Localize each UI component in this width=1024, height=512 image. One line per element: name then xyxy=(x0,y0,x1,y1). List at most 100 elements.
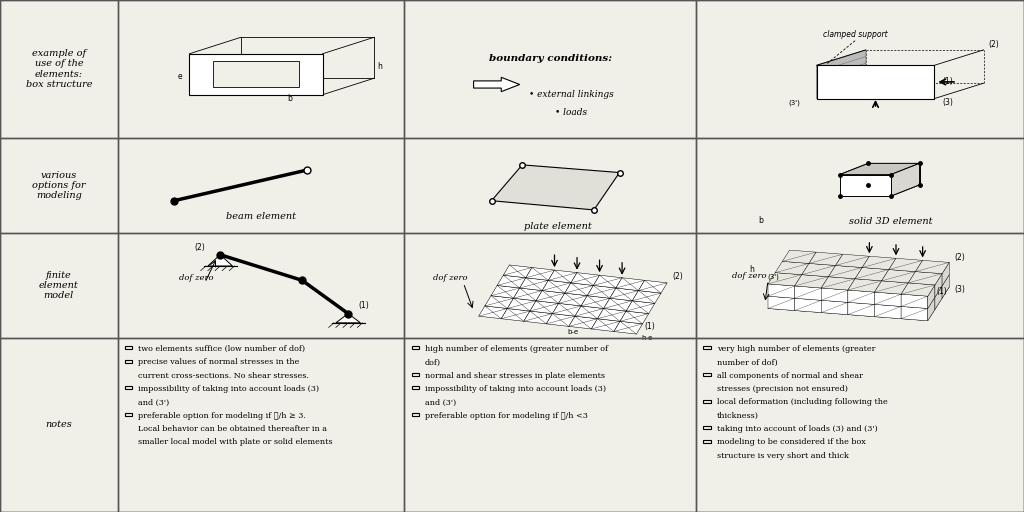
Polygon shape xyxy=(848,290,874,304)
Polygon shape xyxy=(928,297,935,321)
Polygon shape xyxy=(498,275,526,288)
Polygon shape xyxy=(627,301,655,313)
Text: (3'): (3') xyxy=(767,274,779,280)
Text: and (3'): and (3') xyxy=(138,398,170,407)
Polygon shape xyxy=(575,306,604,318)
Polygon shape xyxy=(594,275,623,288)
Polygon shape xyxy=(928,285,935,308)
Text: (2): (2) xyxy=(989,40,999,49)
Text: solid 3D element: solid 3D element xyxy=(849,217,933,226)
Text: high number of elements (greater number of: high number of elements (greater number … xyxy=(425,345,608,353)
Text: and (3'): and (3') xyxy=(425,398,457,407)
Polygon shape xyxy=(882,294,915,307)
Text: (1): (1) xyxy=(358,302,369,310)
Polygon shape xyxy=(942,262,949,286)
Polygon shape xyxy=(549,270,578,283)
Text: two elements suffice (low number of dof): two elements suffice (low number of dof) xyxy=(138,345,305,353)
Bar xyxy=(696,138,1024,233)
Polygon shape xyxy=(802,263,836,276)
Polygon shape xyxy=(802,288,836,301)
Polygon shape xyxy=(840,175,891,196)
Polygon shape xyxy=(821,301,855,314)
Text: • loads: • loads xyxy=(555,108,587,117)
Bar xyxy=(118,338,404,512)
Text: impossibility of taking into account loads (3): impossibility of taking into account loa… xyxy=(425,385,606,393)
Text: (3'): (3') xyxy=(788,100,800,106)
Text: (1): (1) xyxy=(942,77,953,87)
Text: b: b xyxy=(287,94,292,103)
Polygon shape xyxy=(855,292,889,305)
Polygon shape xyxy=(817,50,866,98)
Polygon shape xyxy=(828,265,862,279)
Polygon shape xyxy=(862,281,896,294)
Polygon shape xyxy=(915,260,949,273)
Text: Local behavior can be obtained thereafter in a: Local behavior can be obtained thereafte… xyxy=(138,425,328,433)
Polygon shape xyxy=(768,297,802,310)
Polygon shape xyxy=(768,272,802,286)
Text: dof zero: dof zero xyxy=(732,272,767,280)
Bar xyxy=(0,233,118,338)
Polygon shape xyxy=(935,273,942,297)
Text: (2): (2) xyxy=(954,253,965,262)
Bar xyxy=(125,413,132,416)
Text: local deformation (including following the: local deformation (including following t… xyxy=(717,398,888,407)
Text: dof zero: dof zero xyxy=(179,274,214,282)
Text: smaller local model with plate or solid elements: smaller local model with plate or solid … xyxy=(138,438,333,446)
Polygon shape xyxy=(775,261,809,274)
Text: preferable option for modeling if ℓ/h <3: preferable option for modeling if ℓ/h <3 xyxy=(425,412,588,420)
Polygon shape xyxy=(901,306,928,321)
Bar xyxy=(404,233,696,338)
Text: number of dof): number of dof) xyxy=(717,358,777,367)
Bar xyxy=(703,440,711,442)
Polygon shape xyxy=(821,276,855,290)
Polygon shape xyxy=(492,165,620,210)
Polygon shape xyxy=(530,301,559,313)
Polygon shape xyxy=(485,295,514,308)
Bar xyxy=(703,373,711,376)
Bar xyxy=(0,138,118,233)
Text: example of
use of the
elements:
box structure: example of use of the elements: box stru… xyxy=(26,49,92,89)
Text: boundary conditions:: boundary conditions: xyxy=(488,54,612,63)
Bar xyxy=(125,360,132,362)
Text: stresses (precision not ensured): stresses (precision not ensured) xyxy=(717,385,848,393)
Bar xyxy=(404,0,696,138)
Text: structure is very short and thick: structure is very short and thick xyxy=(717,452,849,460)
Polygon shape xyxy=(809,252,843,265)
Text: normal and shear stresses in plate elements: normal and shear stresses in plate eleme… xyxy=(425,372,605,380)
Text: (3): (3) xyxy=(942,98,953,106)
Text: h: h xyxy=(750,265,755,273)
Polygon shape xyxy=(828,290,862,303)
Polygon shape xyxy=(616,278,645,291)
Polygon shape xyxy=(848,279,882,292)
Polygon shape xyxy=(821,288,848,302)
Bar xyxy=(703,347,711,349)
Bar xyxy=(696,338,1024,512)
Polygon shape xyxy=(821,300,848,314)
Polygon shape xyxy=(874,304,901,318)
Polygon shape xyxy=(891,163,920,196)
Text: (2): (2) xyxy=(195,243,205,251)
Text: clamped support: clamped support xyxy=(822,30,888,39)
Polygon shape xyxy=(855,267,889,281)
Polygon shape xyxy=(874,292,901,306)
Polygon shape xyxy=(571,272,600,286)
Bar xyxy=(703,400,711,402)
Polygon shape xyxy=(614,322,643,334)
Bar xyxy=(125,387,132,389)
Bar xyxy=(696,0,1024,138)
Bar xyxy=(0,0,118,138)
Polygon shape xyxy=(817,66,934,98)
Polygon shape xyxy=(882,269,915,283)
Polygon shape xyxy=(520,278,549,291)
Polygon shape xyxy=(474,77,520,92)
Bar xyxy=(412,413,419,416)
Polygon shape xyxy=(633,290,662,303)
Polygon shape xyxy=(840,163,920,175)
Bar xyxy=(412,373,419,376)
Text: precise values of normal stresses in the: precise values of normal stresses in the xyxy=(138,358,300,367)
Polygon shape xyxy=(935,286,942,309)
Text: plate element: plate element xyxy=(524,222,592,231)
Bar xyxy=(412,347,419,349)
Polygon shape xyxy=(588,286,616,298)
Text: very high number of elements (greater: very high number of elements (greater xyxy=(717,345,876,353)
